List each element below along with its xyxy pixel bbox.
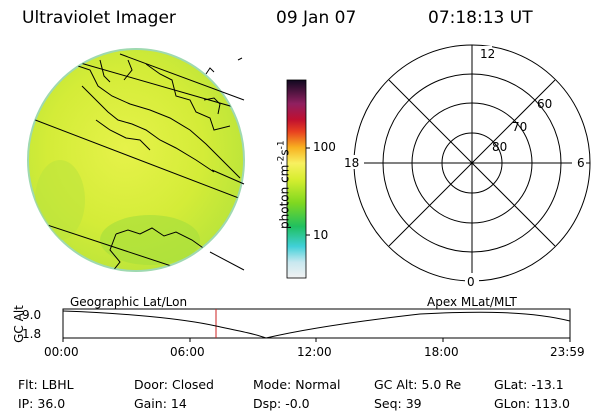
status-gain-value: 14 bbox=[170, 395, 187, 411]
status-ip: IP: 36.0 bbox=[10, 385, 65, 410]
status-gcalt: GC Alt: 5.0 Re bbox=[366, 366, 461, 391]
xtick-1800: 18:00 bbox=[424, 345, 459, 359]
status-flt-value: LBHL bbox=[41, 376, 74, 392]
status-mode-key: Mode: bbox=[252, 376, 292, 392]
xtick-2359: 23:59 bbox=[550, 345, 585, 359]
lat-label-80: 80 bbox=[492, 140, 508, 154]
mlt-label-0: 0 bbox=[467, 275, 475, 289]
status-glat: GLat: -13.1 bbox=[486, 366, 564, 391]
status-dsp: Dsp: -0.0 bbox=[245, 385, 310, 410]
polar-plot bbox=[353, 44, 591, 282]
mlt-label-12: 12 bbox=[480, 47, 496, 61]
status-dsp-value: -0.0 bbox=[285, 395, 310, 411]
status-glat-value: -13.1 bbox=[531, 376, 564, 392]
status-door-value: Closed bbox=[172, 376, 214, 392]
timeline-ytick-min: 1.8 bbox=[22, 327, 42, 341]
status-flt-key: Flt: bbox=[17, 376, 38, 392]
app-title: Ultraviolet Imager bbox=[22, 8, 176, 28]
date-label: 09 Jan 07 bbox=[276, 8, 357, 28]
status-glat-key: GLat: bbox=[493, 376, 528, 392]
xtick-0600: 06:00 bbox=[170, 345, 205, 359]
status-gain: Gain: 14 bbox=[126, 385, 187, 410]
status-glon: GLon: 113.0 bbox=[486, 385, 570, 410]
status-ip-value: 36.0 bbox=[37, 395, 66, 411]
xtick-1200: 12:00 bbox=[297, 345, 332, 359]
status-ip-key: IP: bbox=[17, 395, 34, 411]
status-seq-key: Seq: bbox=[373, 395, 402, 411]
mlt-label-6: 6 bbox=[577, 156, 585, 170]
status-door: Door: Closed bbox=[126, 366, 214, 391]
xtick-0000: 00:00 bbox=[44, 345, 79, 359]
status-mode: Mode: Normal bbox=[245, 366, 341, 392]
timeline-ytick-max: 9.0 bbox=[22, 308, 42, 322]
apex-label: Apex MLat/MLT bbox=[427, 295, 517, 309]
altitude-timeline bbox=[62, 308, 571, 342]
lat-label-60: 60 bbox=[537, 97, 553, 111]
colorbar-tick-10: 10 bbox=[313, 228, 329, 242]
status-gcalt-value: 5.0 Re bbox=[421, 376, 462, 392]
status-glon-key: GLon: bbox=[493, 395, 531, 411]
status-seq-value: 39 bbox=[405, 395, 422, 411]
lat-label-70: 70 bbox=[512, 120, 528, 134]
status-seq: Seq: 39 bbox=[366, 385, 422, 410]
colorbar-tick-100: 100 bbox=[313, 140, 336, 154]
colorbar bbox=[286, 79, 310, 279]
time-label: 07:18:13 UT bbox=[428, 8, 533, 28]
mlt-label-18: 18 bbox=[344, 156, 360, 170]
status-flt: Flt: LBHL bbox=[10, 366, 74, 391]
geographic-label: Geographic Lat/Lon bbox=[70, 295, 188, 309]
status-door-key: Door: bbox=[133, 376, 169, 392]
status-gcalt-key: GC Alt: bbox=[373, 376, 418, 392]
status-dsp-key: Dsp: bbox=[252, 395, 282, 411]
uv-earth-image bbox=[27, 48, 245, 272]
status-mode-value: Normal bbox=[295, 376, 341, 392]
status-gain-key: Gain: bbox=[133, 395, 167, 411]
status-glon-value: 113.0 bbox=[534, 395, 570, 411]
